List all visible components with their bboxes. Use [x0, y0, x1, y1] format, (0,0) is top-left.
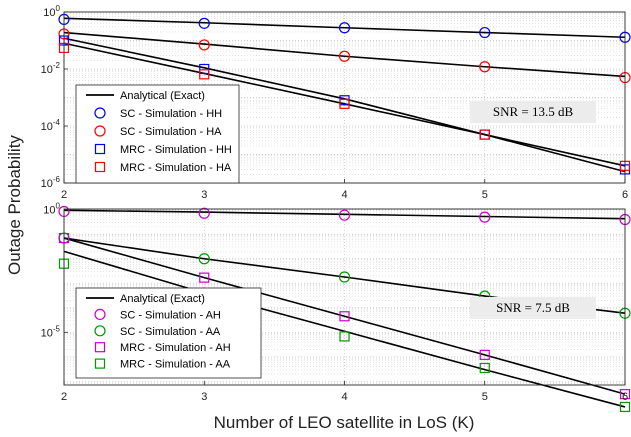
- y-tick-label-base: 10: [41, 327, 53, 339]
- y-tick-label-base: 10: [41, 64, 53, 76]
- data-point: [479, 349, 490, 360]
- x-tick-label: 2: [61, 391, 67, 403]
- y-tick-label-base: 10: [41, 178, 53, 190]
- legend: Analytical (Exact) SC - Simulation - AH SC…: [75, 287, 262, 379]
- y-tick-label-exp: -2: [53, 61, 61, 70]
- annotation-box: [470, 297, 596, 319]
- analytical-line-4: [63, 42, 626, 167]
- data-point: [339, 311, 350, 322]
- legend-label: MRC - Simulation - AA: [120, 359, 231, 371]
- x-axis-label: Number of LEO satellite in LoS (K): [214, 413, 475, 432]
- data-point: [199, 63, 210, 75]
- x-tick-label: 4: [341, 391, 347, 403]
- data-point: [199, 272, 210, 283]
- y-tick-label-exp: -6: [53, 175, 61, 184]
- legend: Analytical (Exact) SC - Simulation - HH SC…: [75, 84, 240, 184]
- annotation-text: SNR = 7.5 dB: [496, 300, 570, 315]
- analytical-line-3: [63, 237, 626, 395]
- legend-marker: [94, 325, 106, 337]
- data-point: [339, 331, 350, 342]
- y-tick-label: 100: [43, 202, 60, 217]
- data-point: [619, 401, 631, 413]
- legend-box: [75, 287, 262, 379]
- legend-marker: [94, 107, 106, 119]
- data-point: [479, 61, 491, 73]
- analytical-line-2: [63, 31, 626, 78]
- legend-label: SC - Simulation - HA: [120, 126, 222, 138]
- data-point: [198, 17, 210, 29]
- y-tick-label-exp: -5: [53, 324, 61, 333]
- legend-marker: [94, 161, 106, 173]
- legend-label: MRC - Simulation - HA: [120, 162, 232, 174]
- legend-marker: [94, 358, 106, 369]
- data-point: [619, 389, 631, 400]
- y-tick-label: 10-4: [41, 118, 61, 133]
- data-point: [198, 253, 210, 265]
- legend-marker: [94, 342, 106, 353]
- y-tick-label-base: 10: [43, 7, 55, 19]
- data-point: [338, 50, 351, 62]
- data-point: [338, 22, 351, 34]
- annotation-box: [470, 101, 596, 123]
- y-tick-label-base: 10: [41, 121, 53, 133]
- legend-label: Analytical (Exact): [120, 90, 205, 102]
- x-tick-label: 4: [341, 189, 347, 201]
- legend-marker: [94, 125, 106, 137]
- legend-label: MRC - Simulation - HH: [120, 144, 232, 156]
- x-tick-label: 2: [61, 189, 67, 201]
- data-point: [339, 98, 350, 109]
- legend-marker: [94, 308, 106, 320]
- y-tick-label-exp: 0: [56, 202, 61, 211]
- data-point: [479, 211, 491, 223]
- legend-label: SC - Simulation - HH: [120, 108, 222, 120]
- legend-label: MRC - Simulation - AH: [120, 342, 231, 354]
- legend-label: Analytical (Exact): [120, 293, 205, 305]
- data-point: [479, 26, 491, 39]
- y-tick-label: 10-5: [41, 324, 61, 339]
- y-tick-label-exp: 0: [56, 4, 61, 13]
- legend-marker: [94, 143, 106, 155]
- data-point: [198, 39, 210, 51]
- data-point: [479, 362, 490, 374]
- y-tick-label-base: 10: [43, 205, 55, 217]
- x-tick-label: 3: [201, 189, 207, 201]
- x-tick-label: 6: [622, 189, 628, 201]
- data-point: [338, 271, 351, 283]
- legend-box: [75, 84, 240, 184]
- data-point: [338, 209, 351, 221]
- x-tick-label: 3: [201, 391, 207, 403]
- legend-label: SC - Simulation - AH: [120, 309, 221, 321]
- y-tick-label: 10-6: [41, 175, 61, 190]
- x-tick-label: 5: [482, 391, 488, 403]
- x-tick-label: 5: [482, 189, 488, 201]
- y-tick-label-exp: -4: [53, 118, 61, 127]
- analytical-line-1: [63, 209, 626, 220]
- analytical-line-4: [63, 250, 626, 408]
- x-tick-label: 6: [622, 391, 628, 403]
- data-point: [198, 207, 210, 219]
- y-axis-label: Outage Probability: [5, 135, 24, 275]
- analytical-line-1: [63, 17, 626, 39]
- series-3-markers: [58, 232, 631, 400]
- data-point: [479, 129, 490, 140]
- legend-label: SC - Simulation - AA: [120, 326, 221, 338]
- y-tick-label: 100: [43, 4, 60, 19]
- y-tick-label: 10-2: [41, 61, 61, 76]
- annotation-text: SNR = 13.5 dB: [493, 104, 574, 119]
- data-point: [199, 69, 210, 80]
